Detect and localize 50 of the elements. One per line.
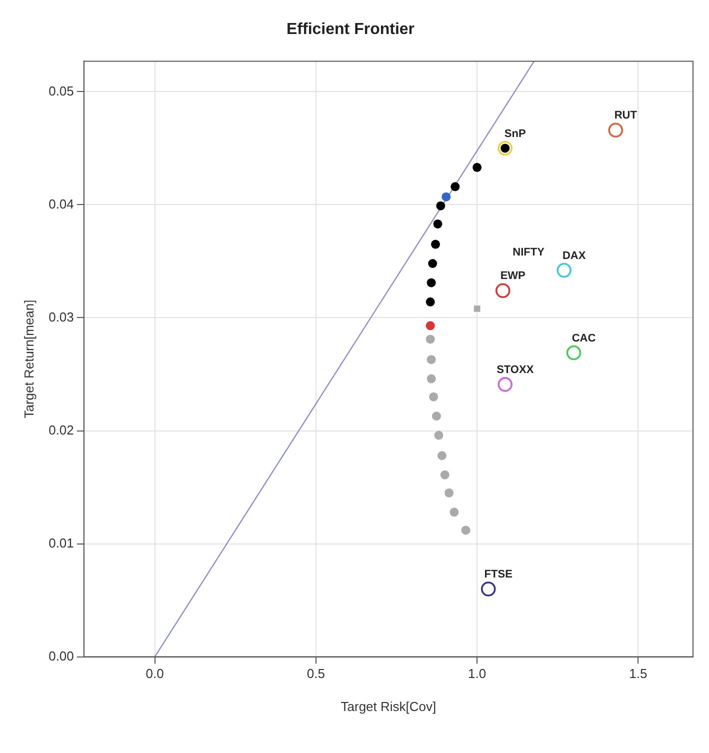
point <box>426 297 435 306</box>
x-tick-label: 1.5 <box>629 666 648 682</box>
point <box>437 451 446 460</box>
series-label: STOXX <box>496 364 534 376</box>
y-tick-label: 0.03 <box>48 309 74 324</box>
point <box>426 321 435 330</box>
point <box>428 259 438 268</box>
point <box>426 355 436 364</box>
point <box>474 306 480 312</box>
point <box>442 192 451 202</box>
point <box>472 162 482 172</box>
x-tick-label: 1.0 <box>468 666 486 682</box>
point <box>498 140 513 156</box>
point <box>556 262 572 278</box>
y-tick-label: 0.00 <box>48 648 74 664</box>
point <box>461 526 470 535</box>
point <box>450 182 460 192</box>
series-label: DAX <box>562 250 586 262</box>
point <box>566 345 582 360</box>
point <box>433 219 442 228</box>
point <box>426 374 436 384</box>
y-tick-label: 0.05 <box>48 83 74 98</box>
point <box>440 470 450 480</box>
point <box>450 508 459 517</box>
y-tick-label: 0.01 <box>48 535 74 550</box>
chart-title: Efficient Frontier <box>286 21 415 38</box>
series-label: EWP <box>500 270 526 282</box>
point <box>436 201 446 210</box>
x-tick-label: 0.0 <box>146 666 164 682</box>
point <box>608 122 624 138</box>
point <box>432 412 441 421</box>
point <box>434 430 444 440</box>
point <box>431 240 440 249</box>
annotation: NIFTY <box>512 246 546 258</box>
series-label: RUT <box>614 110 638 122</box>
point <box>495 283 510 298</box>
y-tick-label: 0.04 <box>48 196 74 212</box>
point <box>498 377 513 392</box>
point <box>480 582 496 596</box>
x-axis-title: Target Risk[Cov] <box>340 698 436 714</box>
point <box>426 278 436 288</box>
series-label: FTSE <box>484 568 512 581</box>
x-tick-label: 0.5 <box>306 666 325 682</box>
y-tick-label: 0.02 <box>48 422 74 438</box>
series-label: SnP <box>504 128 526 140</box>
point <box>426 334 435 344</box>
point <box>429 392 438 402</box>
point <box>444 488 454 498</box>
series-label: CAC <box>572 332 596 344</box>
y-axis-title: Target Return[mean] <box>21 300 36 418</box>
